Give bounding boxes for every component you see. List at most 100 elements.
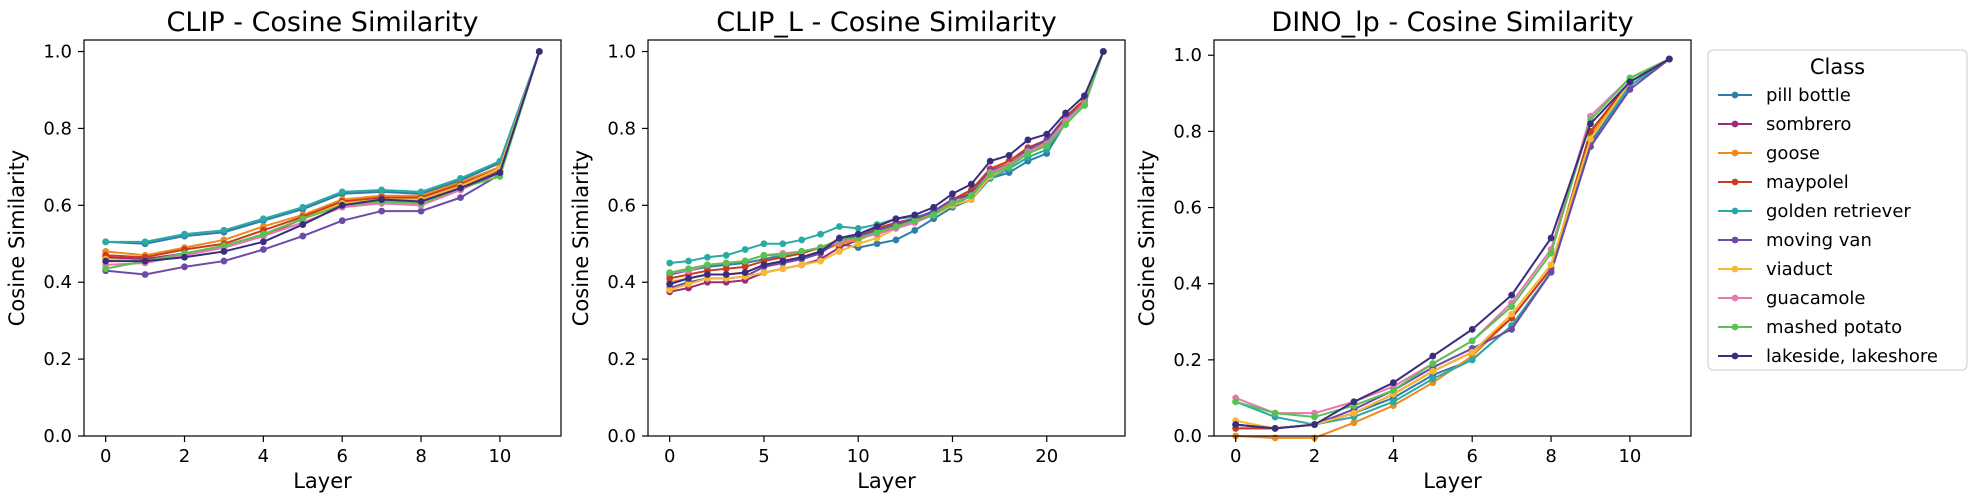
data-point <box>835 248 843 255</box>
data-point <box>1043 130 1051 138</box>
data-point <box>911 211 919 219</box>
legend-item: goose <box>1718 143 1820 164</box>
data-point <box>741 257 749 265</box>
data-point <box>1468 356 1476 364</box>
data-point <box>911 217 919 225</box>
data-point <box>1350 398 1358 406</box>
y-tick-label: 0.4 <box>607 272 636 293</box>
data-point <box>817 257 824 265</box>
data-point <box>299 221 307 228</box>
legend-swatch-marker <box>1731 236 1739 244</box>
data-point <box>835 234 843 242</box>
data-point <box>854 224 862 232</box>
data-point <box>417 207 425 215</box>
legend: Class pill bottle sombrero goose maypolel gol… <box>1707 49 1968 371</box>
legend-swatch-marker <box>1731 323 1739 331</box>
data-point <box>1468 348 1476 356</box>
data-point <box>873 228 881 236</box>
data-point <box>741 269 749 276</box>
data-point <box>417 188 425 196</box>
y-tick-label: 0.2 <box>1173 350 1202 371</box>
series-line-maypolel <box>105 51 541 259</box>
x-axis-label: Layer <box>1423 469 1482 493</box>
data-point <box>1626 78 1634 86</box>
y-tick-label: 0.4 <box>43 272 72 293</box>
data-point <box>417 198 425 205</box>
x-tick-label: 0 <box>1230 446 1241 467</box>
data-point <box>299 203 307 211</box>
y-tick-label: 1.0 <box>43 42 72 63</box>
data-point <box>378 196 386 203</box>
data-point <box>1547 268 1555 276</box>
data-point <box>949 200 956 207</box>
data-point <box>141 238 149 246</box>
data-point <box>986 171 994 178</box>
series-line-pill-bottle <box>105 51 541 245</box>
data-point <box>1232 421 1240 428</box>
data-point <box>378 186 386 194</box>
data-point <box>1547 261 1555 269</box>
x-tick-label: 0 <box>664 446 675 467</box>
x-tick-label: 0 <box>100 446 111 467</box>
legend-swatch-marker <box>1731 149 1739 157</box>
subplot-2: 0 5 10 15 20 0.0 0.2 0.4 0.6 0.8 1.0 CLIP_L - Cosin… <box>569 7 1126 493</box>
data-point <box>949 190 956 198</box>
data-point <box>892 223 900 230</box>
data-point <box>967 180 975 188</box>
data-point <box>259 238 267 246</box>
series-line-maypolel <box>669 51 1105 280</box>
x-tick-label: 4 <box>258 446 269 467</box>
legend-swatch-marker <box>1731 265 1739 273</box>
x-tick-label: 8 <box>415 446 426 467</box>
series-line-lakeside-lakeshore <box>669 51 1105 286</box>
data-point <box>457 184 464 192</box>
data-point <box>1508 325 1516 333</box>
data-point <box>259 215 267 223</box>
data-point <box>1024 150 1032 157</box>
data-point <box>685 265 692 273</box>
series-line-pill-bottle <box>669 51 1105 276</box>
data-point <box>685 257 692 265</box>
data-point <box>1389 398 1397 406</box>
data-point <box>259 246 267 253</box>
data-point <box>873 223 881 230</box>
data-point <box>1429 352 1437 360</box>
data-point <box>930 211 938 219</box>
series-line-mashed-potato <box>1235 58 1670 418</box>
data-point <box>338 201 346 209</box>
series-group <box>1232 55 1673 442</box>
plot-frame <box>1213 39 1692 437</box>
data-point <box>685 280 692 288</box>
y-tick-label: 0.2 <box>43 349 72 370</box>
x-tick-label: 6 <box>336 446 347 467</box>
data-point <box>181 230 188 238</box>
series-line-golden-retriever <box>105 51 541 243</box>
data-point <box>760 269 768 276</box>
data-point <box>798 261 806 269</box>
y-axis-label: Cosine Similarity <box>1135 150 1159 326</box>
x-tick-label: 4 <box>1388 446 1399 467</box>
data-point <box>760 261 768 269</box>
data-point <box>666 280 674 288</box>
series-line-mashed-potato <box>669 51 1105 274</box>
data-point <box>1081 92 1088 100</box>
series-line-lakeside-lakeshore <box>1235 58 1670 430</box>
subplot-3: 0 2 4 6 8 10 0.0 0.2 0.4 0.6 0.8 1.0 DINO_lp - Cosin… <box>1135 7 1692 493</box>
data-point <box>854 240 862 248</box>
data-point <box>1311 413 1318 421</box>
data-point <box>102 238 110 246</box>
y-tick-label: 0.4 <box>1173 274 1202 295</box>
legend-label: mashed potato <box>1766 317 1902 338</box>
data-point <box>1081 101 1088 109</box>
series-line-lakeside-lakeshore <box>105 51 541 263</box>
data-point <box>854 230 862 238</box>
data-point <box>457 175 464 182</box>
y-tick-label: 1.0 <box>1173 45 1202 66</box>
data-point <box>1005 163 1013 171</box>
data-point <box>259 230 267 238</box>
series-line-goose <box>105 51 541 257</box>
y-axis-label: Cosine Similarity <box>569 150 593 326</box>
data-point <box>220 257 228 265</box>
series-line-guacamole <box>105 51 541 266</box>
